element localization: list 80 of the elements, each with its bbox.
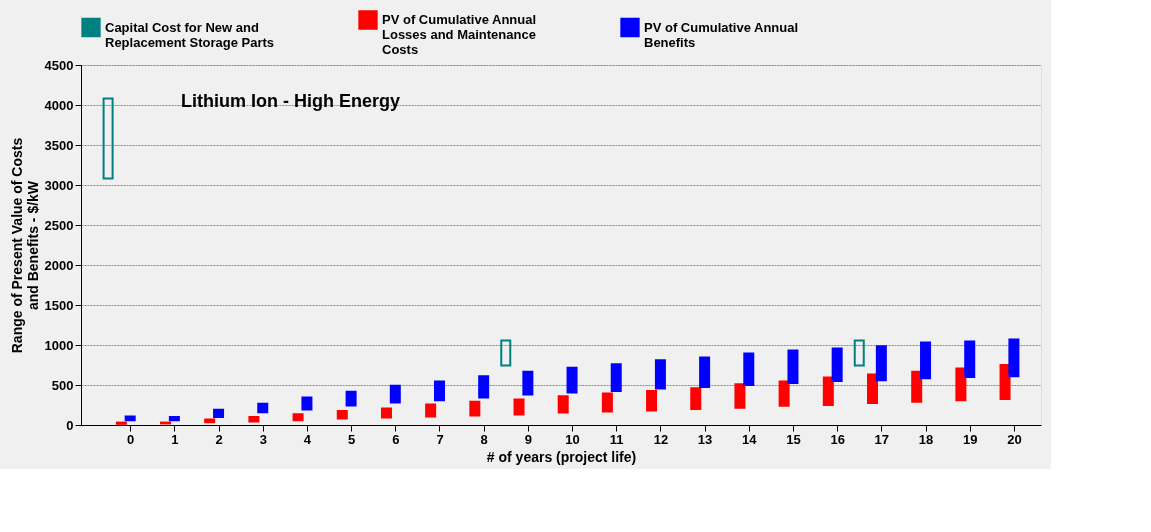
bar: [469, 400, 481, 417]
bar: [168, 416, 180, 422]
x-tick-label: 12: [653, 431, 669, 447]
bar: [822, 376, 834, 406]
x-tick-label: 4: [303, 431, 312, 447]
bar: [478, 375, 490, 399]
bar: [425, 403, 437, 418]
bar: [389, 384, 401, 404]
x-tick-label: 14: [742, 431, 758, 447]
x-tick-label: 11: [609, 431, 624, 447]
bar: [566, 366, 578, 394]
bar: [831, 347, 843, 382]
bar: [690, 387, 702, 410]
y-tick-label: 4000: [44, 97, 74, 113]
bar: [654, 359, 666, 390]
bar: [867, 373, 879, 404]
bar: [336, 410, 348, 420]
bar: [920, 341, 932, 380]
y-tick-label: 2500: [44, 217, 74, 233]
bar: [204, 418, 216, 424]
x-tick-label: 15: [786, 431, 801, 447]
bar: [610, 363, 622, 392]
bar: [964, 340, 976, 378]
y-tick-label: 3000: [44, 177, 74, 193]
annotation: Lithium Ion - High Energy: [181, 91, 400, 111]
bar: [955, 367, 967, 402]
bar: [500, 339, 512, 367]
bar: [102, 97, 114, 180]
x-tick-label: 13: [697, 431, 713, 447]
bar: [522, 370, 534, 396]
bar: [433, 380, 445, 402]
x-tick-label: 20: [1007, 431, 1022, 447]
bar: [380, 407, 392, 419]
legend-label: PV of Cumulative Annual Benefits: [644, 19, 799, 50]
bar: [787, 349, 799, 384]
legend-label: Capital Cost for New and Replacement Storage Parts: [105, 19, 275, 50]
y-axis-title: Range of Present Value of Costs and Benefits - $/kW: [8, 137, 41, 354]
y-tick-label: 2000: [44, 257, 74, 273]
legend-label: PV of Cumulative Annual Losses and Maintenance Costs: [382, 12, 537, 57]
bar: [743, 352, 755, 386]
bar: [699, 356, 711, 388]
x-tick-label: 5: [348, 431, 356, 447]
x-tick-label: 19: [962, 431, 978, 447]
y-tick-label: 1000: [44, 337, 74, 353]
x-tick-label: 10: [565, 431, 580, 447]
bar: [911, 370, 923, 403]
bar: [734, 383, 746, 409]
x-tick-label: 2: [215, 431, 223, 447]
x-tick-label: 7: [436, 431, 444, 447]
bar: [999, 364, 1011, 400]
bar: [875, 345, 887, 382]
y-tick-label: 4500: [44, 57, 74, 73]
x-tick-label: 17: [874, 431, 890, 447]
y-tick-label: 3500: [44, 137, 74, 153]
bar: [257, 402, 269, 414]
bar: [778, 380, 790, 407]
bar: [213, 408, 225, 418]
y-tick-label: 0: [66, 417, 74, 433]
x-tick-label: 9: [524, 431, 532, 447]
bar: [345, 390, 357, 407]
x-tick-label: 8: [480, 431, 488, 447]
bar: [601, 392, 613, 413]
x-tick-label: 16: [830, 431, 845, 447]
bar: [124, 415, 136, 422]
x-tick-label: 1: [171, 431, 179, 447]
bar: [557, 395, 569, 414]
x-axis-title: # of years (project life): [486, 448, 637, 465]
y-tick-label: 500: [51, 377, 74, 393]
bar: [646, 390, 658, 412]
bar: [292, 413, 304, 422]
y-tick-label: 1500: [44, 297, 74, 313]
x-tick-label: 3: [259, 431, 267, 447]
bar: [513, 398, 525, 416]
bar: [248, 416, 260, 423]
bar: [301, 396, 313, 411]
x-tick-label: 6: [392, 431, 400, 447]
bar: [853, 339, 865, 367]
x-tick-label: 0: [127, 431, 135, 447]
bar: [1008, 338, 1020, 378]
x-tick-label: 18: [918, 431, 934, 447]
